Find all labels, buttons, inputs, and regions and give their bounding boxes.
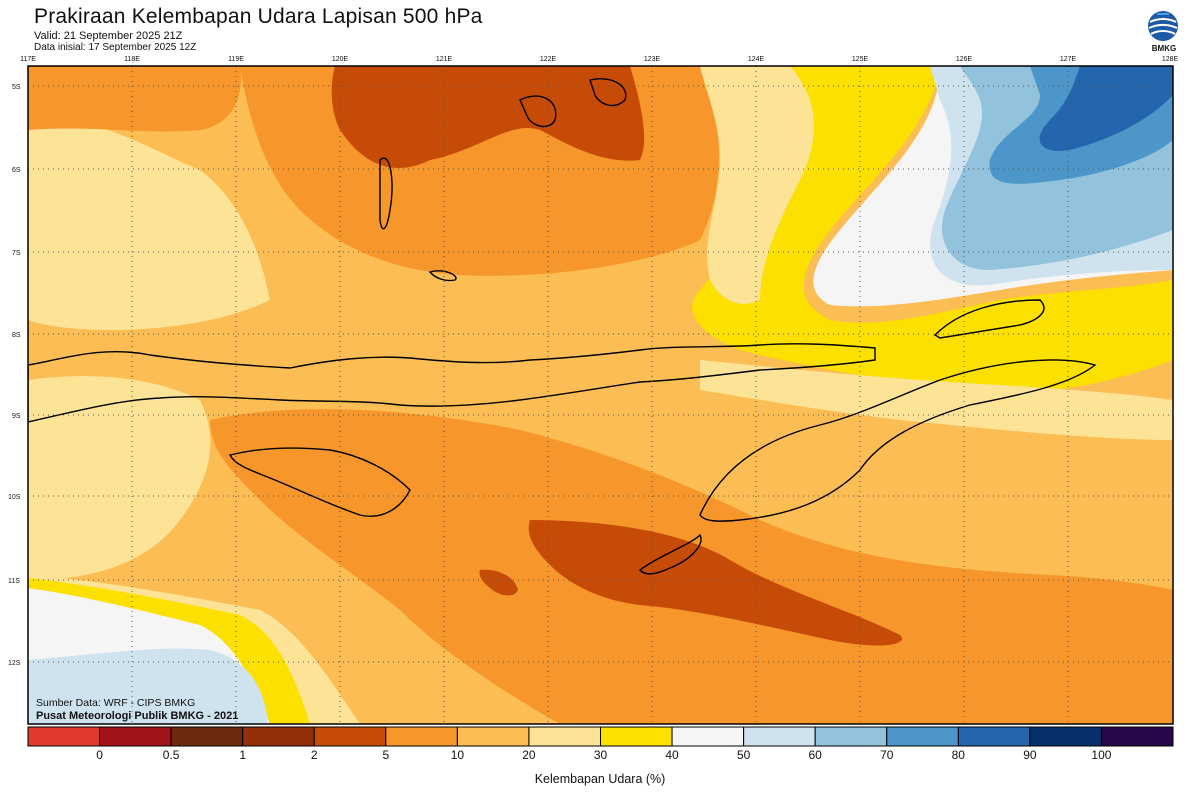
colorbar-swatch xyxy=(743,726,816,747)
colorbar-label: 30 xyxy=(593,748,608,762)
colorbar-label: 100 xyxy=(1091,748,1112,762)
colorbar-swatch xyxy=(600,726,673,747)
initial-time: Data inisial: 17 September 2025 12Z xyxy=(34,42,197,53)
bmkg-logo xyxy=(1148,11,1178,41)
lat-tick: 8S xyxy=(12,332,21,339)
map-frame xyxy=(27,65,1174,725)
lon-tick: 128E xyxy=(1162,56,1179,63)
colorbar-swatch xyxy=(1100,726,1174,747)
lon-tick: 127E xyxy=(1060,56,1077,63)
lat-tick: 10S xyxy=(8,494,21,501)
valid-time: Valid: 21 September 2025 21Z xyxy=(34,30,183,42)
lon-tick: 119E xyxy=(228,56,244,63)
colorbar-swatch xyxy=(99,726,172,747)
colorbar-label: 70 xyxy=(880,748,894,762)
colorbar-swatch xyxy=(170,726,244,747)
lon-tick: 120E xyxy=(332,56,349,63)
lon-tick: 122E xyxy=(540,56,557,63)
colorbar-label: 0 xyxy=(96,748,103,762)
colorbar-swatch xyxy=(313,726,387,747)
colorbar-label: 60 xyxy=(808,748,822,762)
lon-tick: 124E xyxy=(748,56,765,63)
colorbar-swatch xyxy=(671,726,745,747)
colorbar-label: 0.5 xyxy=(162,748,180,762)
lat-tick: 11S xyxy=(8,578,20,585)
colorbar-title: Kelembapan Udara (%) xyxy=(534,772,666,786)
colorbar-swatch xyxy=(27,726,101,747)
lon-tick: 123E xyxy=(644,56,661,63)
colorbar-label: 1 xyxy=(239,748,247,762)
colorbar xyxy=(27,726,1174,747)
colorbar-swatch xyxy=(528,726,601,747)
colorbar-swatch xyxy=(814,726,888,747)
lat-tick: 6S xyxy=(12,167,21,174)
colorbar-label: 90 xyxy=(1023,748,1037,762)
colorbar-swatch xyxy=(385,726,458,747)
lat-tick: 7S xyxy=(12,250,21,257)
lon-tick: 117E xyxy=(20,56,36,63)
colorbar-swatch xyxy=(242,726,315,747)
colorbar-label: 40 xyxy=(665,748,679,762)
colorbar-label: 50 xyxy=(736,748,751,762)
lat-tick: 5S xyxy=(12,84,21,91)
lat-tick: 12S xyxy=(8,660,21,667)
colorbar-swatch xyxy=(957,726,1031,747)
lon-tick: 125E xyxy=(852,56,869,63)
lon-tick: 126E xyxy=(956,56,973,63)
graticule xyxy=(28,66,1173,724)
lat-tick: 9S xyxy=(12,413,21,420)
colorbar-label: 2 xyxy=(310,748,318,762)
logo-text: BMKG xyxy=(1151,44,1177,53)
colorbar-label: 10 xyxy=(450,748,465,762)
humidity-fill-layer xyxy=(28,66,1173,724)
colorbar-label: 80 xyxy=(951,748,965,762)
map-title: Prakiraan Kelembapan Udara Lapisan 500 h… xyxy=(34,5,483,28)
colorbar-swatch xyxy=(1029,726,1102,747)
lon-tick: 118E xyxy=(124,56,140,63)
data-source: Sumber Data: WRF - CIPS BMKG xyxy=(36,697,196,709)
colorbar-label: 20 xyxy=(522,748,536,762)
colorbar-label: 5 xyxy=(382,748,390,762)
lon-tick: 121E xyxy=(436,56,453,63)
colorbar-swatch xyxy=(886,726,959,747)
publisher: Pusat Meteorologi Publik BMKG - 2021 xyxy=(36,710,239,722)
colorbar-swatch xyxy=(456,726,530,747)
